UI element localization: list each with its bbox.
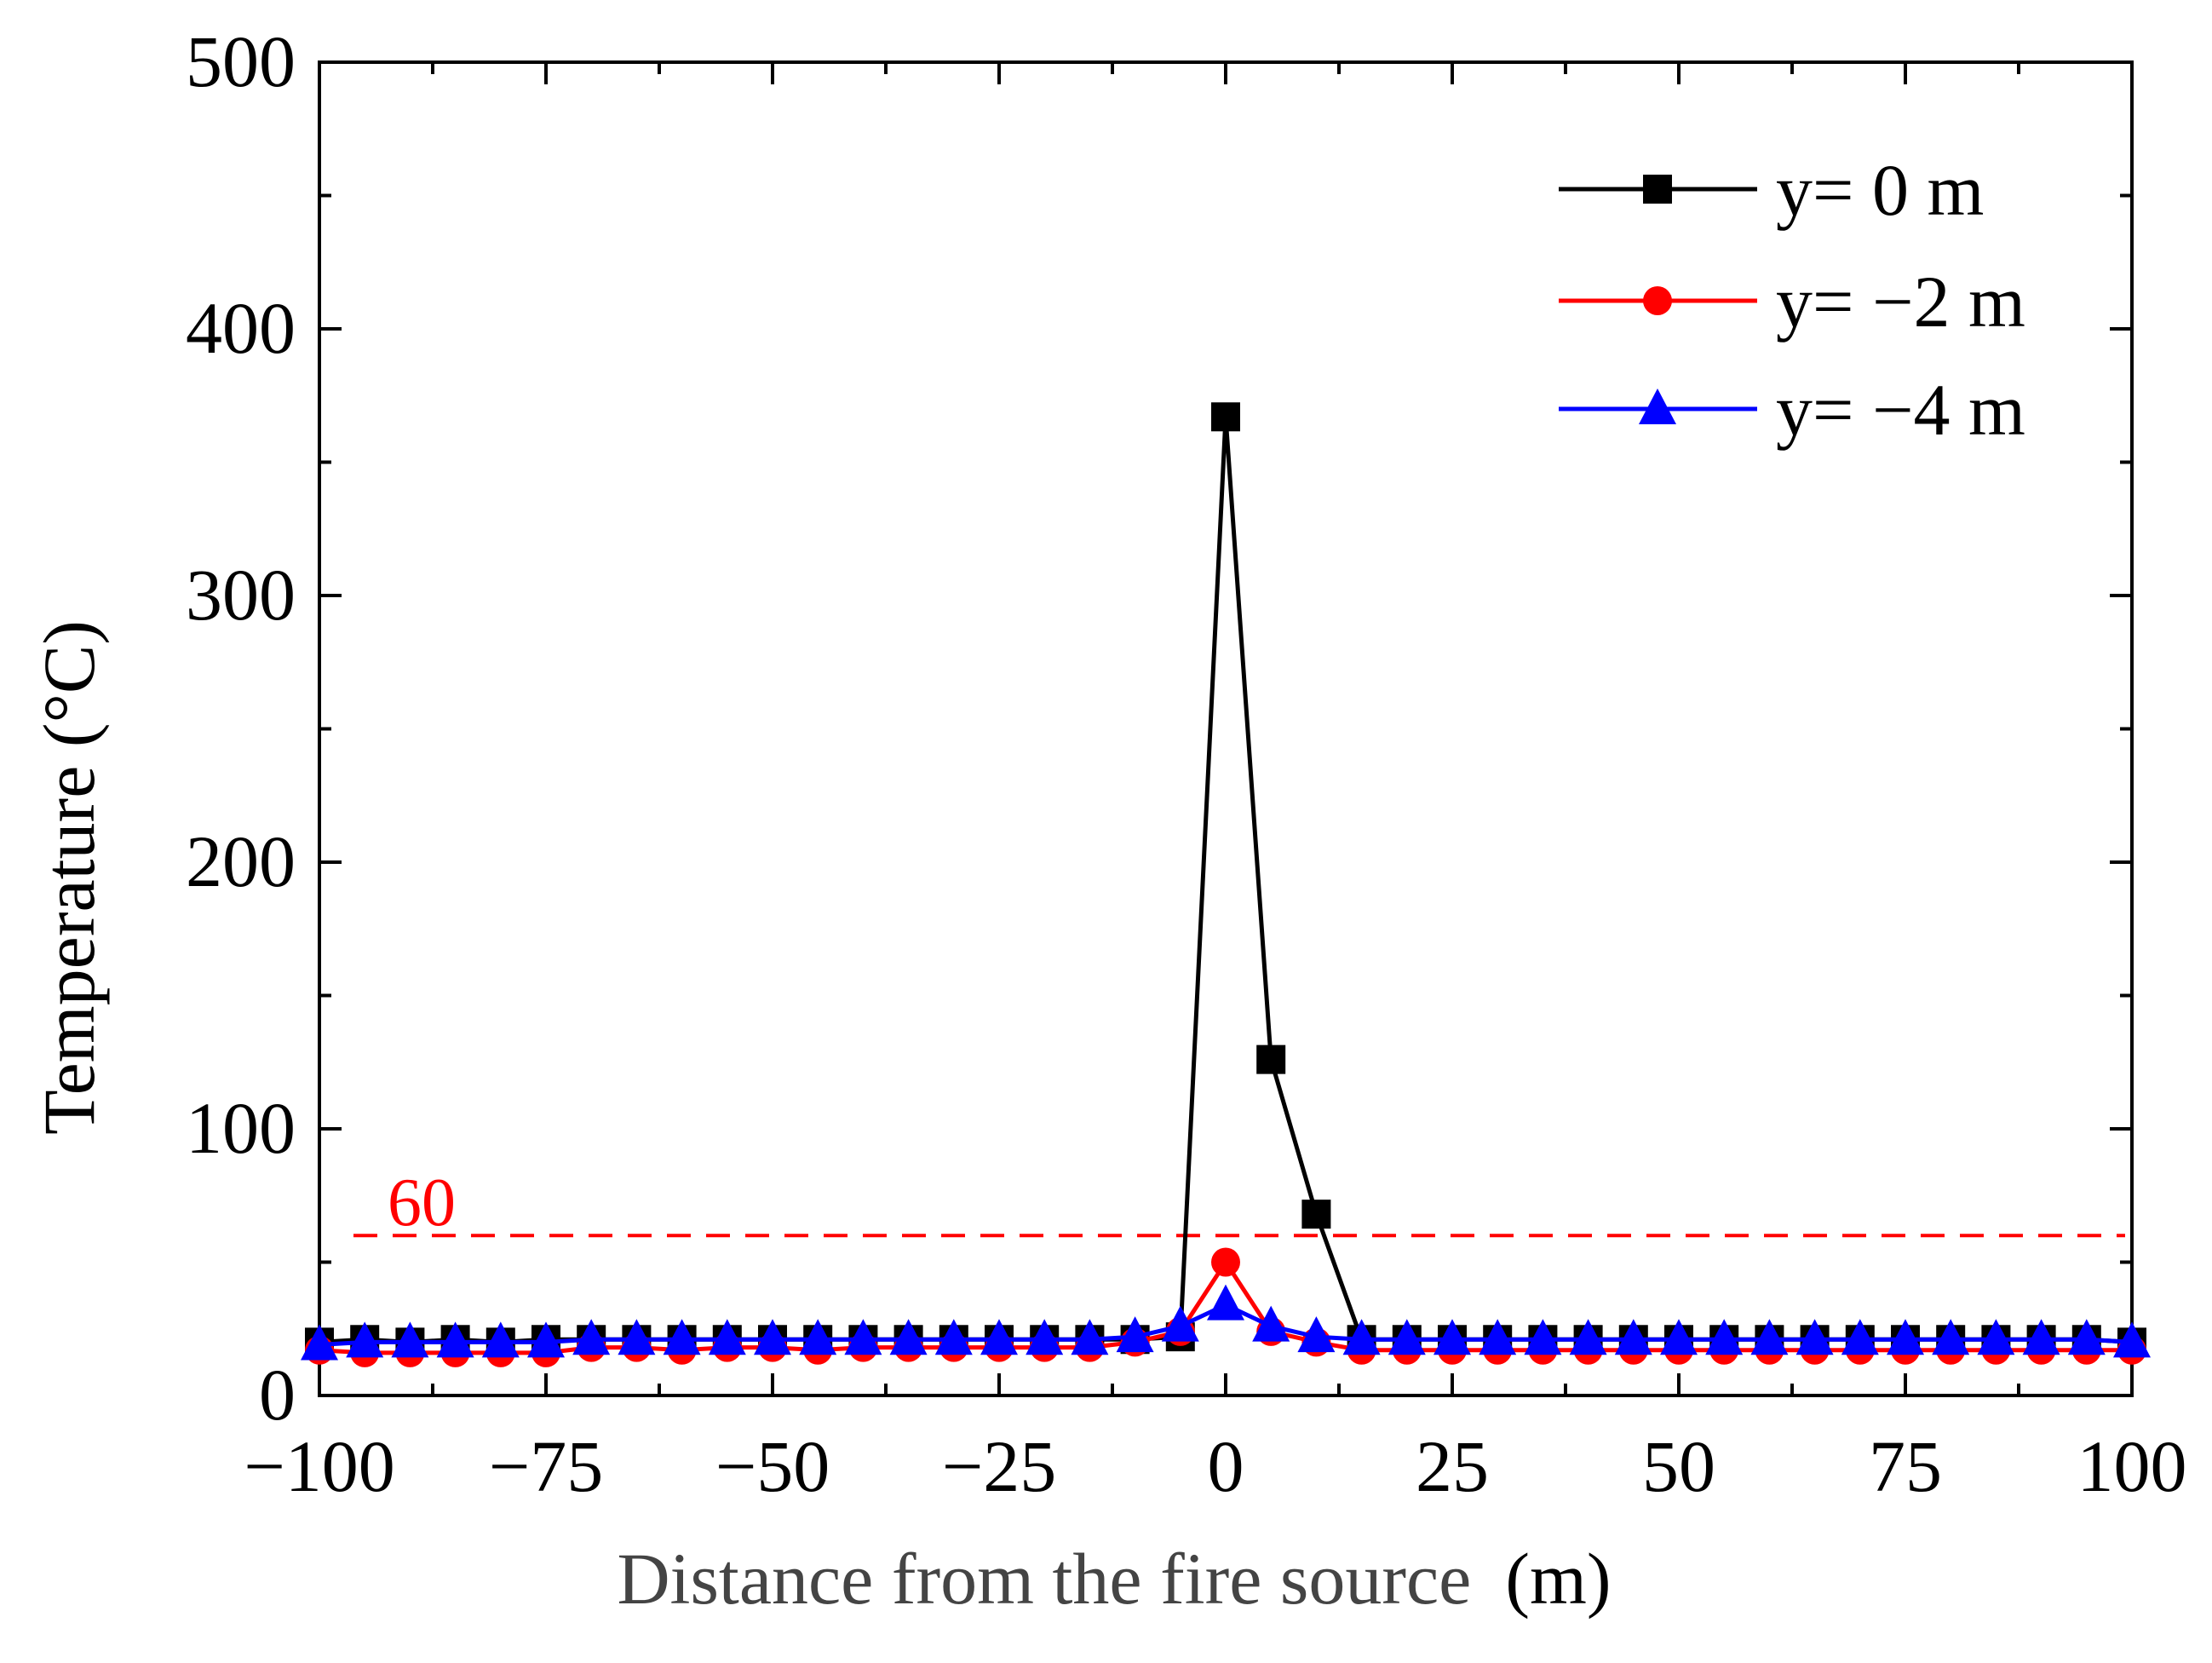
series-line-0 (319, 417, 2133, 1344)
data-point (1297, 1316, 1336, 1353)
data-point (618, 1319, 656, 1355)
data-point (391, 1321, 429, 1358)
data-point (2067, 1319, 2106, 1355)
data-point (2022, 1319, 2060, 1355)
data-point (1705, 1319, 1744, 1355)
axes: −100 −75 −50 −25 0 25 50 75 100 0 100 200 300 400 500 (186, 20, 2187, 1507)
data-point (436, 1321, 474, 1358)
data-point (1256, 1044, 1286, 1074)
data-point (1071, 1319, 1109, 1355)
data-point (1211, 402, 1240, 432)
series-2 (301, 1284, 2151, 1361)
threshold-label: 60 (388, 1165, 456, 1240)
x-tick-label: −75 (489, 1425, 604, 1507)
data-point (1301, 1200, 1331, 1229)
legend-label: y= −2 m (1776, 261, 2025, 342)
data-point (980, 1319, 1018, 1355)
x-tick-label: −50 (715, 1425, 830, 1507)
data-point (1660, 1319, 1698, 1355)
data-point (799, 1319, 837, 1355)
legend-marker (1639, 388, 1676, 424)
x-axis-title-unit: (m) (1505, 1538, 1611, 1620)
x-axis-title-main: Distance from the fire source (617, 1538, 1471, 1620)
data-point (934, 1319, 973, 1355)
x-tick-label: 75 (1869, 1425, 1942, 1507)
data-point (481, 1321, 520, 1358)
data-point (1614, 1319, 1652, 1355)
y-axis-title: Temperature (°C) (28, 620, 110, 1135)
legend-label: y= −4 m (1776, 369, 2025, 451)
x-tick-label: 25 (1416, 1425, 1489, 1507)
data-point (1161, 1305, 1199, 1342)
data-point (1433, 1319, 1471, 1355)
y-tick-label: 100 (186, 1087, 296, 1169)
data-point (1207, 1284, 1244, 1321)
data-point (889, 1319, 928, 1355)
data-point (663, 1319, 701, 1355)
data-point (708, 1319, 746, 1355)
x-tick-label: 0 (1208, 1425, 1244, 1507)
data-point (754, 1319, 791, 1355)
x-axis-title: Distance from the fire source (m) (617, 1538, 1611, 1620)
data-point (1932, 1319, 1970, 1355)
data-point (1887, 1319, 1924, 1355)
data-point (1569, 1319, 1607, 1355)
data-point (2113, 1321, 2151, 1358)
y-tick-label: 500 (186, 20, 296, 102)
data-point (1841, 1319, 1879, 1355)
data-point (1026, 1319, 1064, 1355)
legend-label: y= 0 m (1776, 149, 1984, 231)
data-point (572, 1319, 611, 1355)
y-tick-label: 300 (186, 554, 296, 636)
legend-marker (1643, 286, 1672, 315)
y-tick-label: 0 (259, 1354, 296, 1436)
data-point (527, 1321, 565, 1358)
data-point (1977, 1319, 2015, 1355)
data-point (1750, 1319, 1789, 1355)
data-point (301, 1324, 338, 1361)
x-tick-label: 50 (1642, 1425, 1715, 1507)
legend: y= 0 m y= −2 m y= −4 m (1559, 149, 2025, 451)
series-group (301, 402, 2151, 1367)
data-point (844, 1319, 882, 1355)
x-tick-label: 100 (2077, 1425, 2187, 1507)
reference-line-group: 60 (353, 1165, 2125, 1240)
data-point (1342, 1319, 1381, 1355)
y-tick-label: 400 (186, 287, 296, 369)
data-point (1211, 1247, 1240, 1277)
legend-marker (1643, 175, 1672, 204)
x-tick-label: −25 (942, 1425, 1057, 1507)
data-point (1479, 1319, 1517, 1355)
y-tick-label: 200 (186, 820, 296, 902)
series-0 (305, 402, 2146, 1357)
data-point (1524, 1319, 1562, 1355)
data-point (1795, 1319, 1834, 1355)
data-point (1388, 1319, 1426, 1355)
data-point (1252, 1305, 1290, 1342)
data-point (1116, 1316, 1154, 1353)
data-point (346, 1321, 384, 1358)
x-tick-label: −100 (244, 1425, 395, 1507)
